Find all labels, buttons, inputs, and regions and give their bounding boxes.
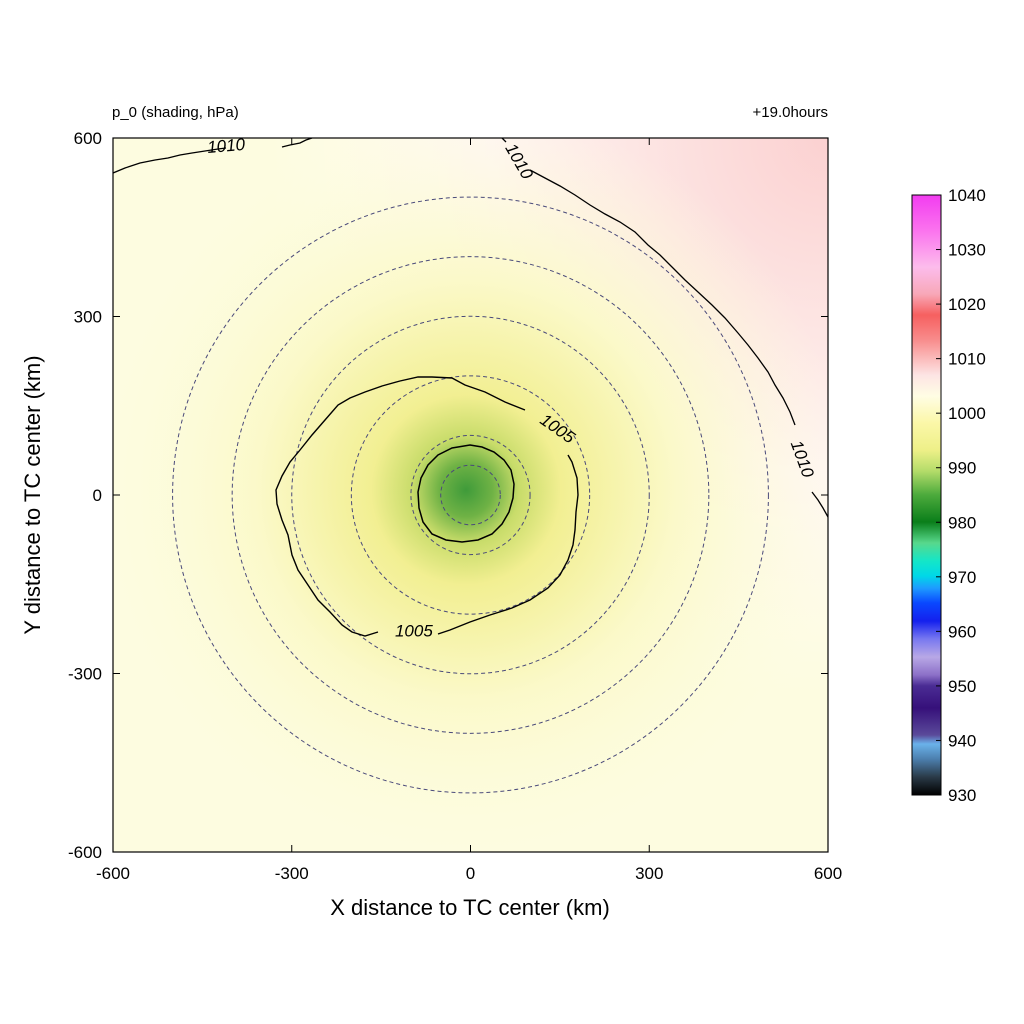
colorbar-tick-label: 980 — [948, 513, 976, 532]
x-tick-label: 300 — [635, 864, 663, 883]
x-tick-label: 0 — [466, 864, 475, 883]
colorbar-scale — [911, 194, 942, 796]
range-ring — [350, 375, 591, 615]
x-tick-label: -300 — [275, 864, 309, 883]
y-tick-label: -300 — [68, 665, 102, 684]
x-axis-label: X distance to TC center (km) — [330, 895, 610, 920]
range-ring — [231, 256, 710, 734]
range-ring — [440, 464, 501, 526]
y-tick-label: 0 — [93, 486, 102, 505]
range-ring — [172, 196, 769, 794]
colorbar-tick-label: 940 — [948, 731, 976, 750]
y-tick-label: 300 — [74, 308, 102, 327]
colorbar-tick-label: 1000 — [948, 404, 986, 423]
chart-title-left: p_0 (shading, hPa) — [112, 104, 239, 121]
contour-inner — [417, 444, 515, 543]
y-axis: -600 -300 0 300 600 — [68, 129, 828, 862]
y-axis-label: Y distance to TC center (km) — [20, 355, 45, 634]
contour-1010-right — [501, 138, 828, 518]
x-axis: -600 -300 0 300 600 — [96, 138, 842, 883]
y-tick-label: -600 — [68, 843, 102, 862]
low-pressure-shading — [113, 138, 828, 852]
chart-title-right: +19.0hours — [753, 104, 828, 121]
colorbar-tick-label: 1010 — [948, 350, 986, 369]
colorbar-tick-label: 1040 — [948, 186, 986, 205]
colorbar-tick-label: 1030 — [948, 241, 986, 260]
x-tick-label: 600 — [814, 864, 842, 883]
colorbar-tick-label: 930 — [948, 786, 976, 805]
x-tick-label: -600 — [96, 864, 130, 883]
range-ring — [291, 315, 650, 675]
colorbar-tick-label: 990 — [948, 459, 976, 478]
colorbar-tick-label: 1020 — [948, 295, 986, 314]
y-tick-label: 600 — [74, 129, 102, 148]
colorbar-tick-label: 970 — [948, 568, 976, 587]
colorbar-tick-label: 960 — [948, 622, 976, 641]
contour-label: 1005 — [395, 621, 433, 640]
colorbar: 930 940 950 960 970 980 990 1000 1010 1020 1030 104… — [911, 186, 986, 805]
contour-1005-outer — [275, 376, 579, 637]
contour-1010-left — [113, 138, 313, 174]
contour-label: 1010 — [206, 135, 246, 157]
colorbar-tick-label: 950 — [948, 677, 976, 696]
range-ring — [410, 434, 531, 556]
